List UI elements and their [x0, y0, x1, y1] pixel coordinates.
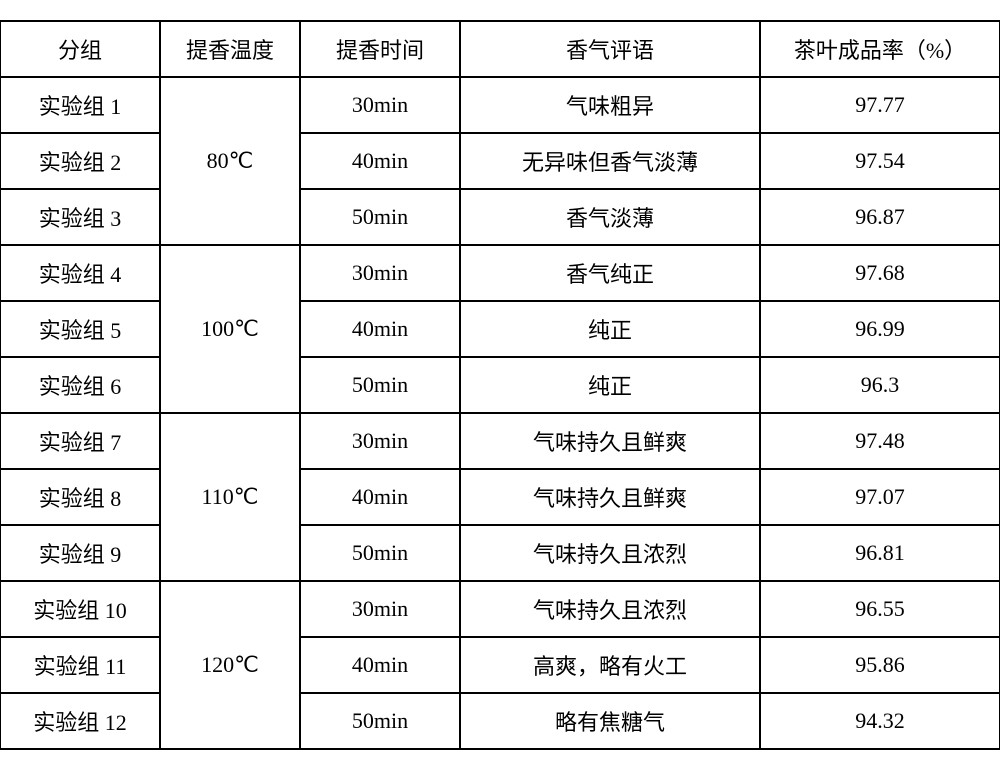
- col-header-aroma: 香气评语: [460, 21, 760, 77]
- cell-aroma: 气味粗异: [460, 77, 760, 133]
- cell-group: 实验组 8: [0, 469, 160, 525]
- cell-yield: 96.3: [760, 357, 1000, 413]
- cell-group: 实验组 4: [0, 245, 160, 301]
- cell-yield: 94.32: [760, 693, 1000, 749]
- cell-temp: 80℃: [160, 77, 300, 245]
- cell-yield: 96.55: [760, 581, 1000, 637]
- table-row: 实验组 2 40min无异味但香气淡薄97.54: [0, 133, 1000, 189]
- table-row: 实验组 5 40min纯正96.99: [0, 301, 1000, 357]
- col-header-temp: 提香温度: [160, 21, 300, 77]
- col-header-time: 提香时间: [300, 21, 460, 77]
- cell-group: 实验组 12: [0, 693, 160, 749]
- cell-temp: 110℃: [160, 413, 300, 581]
- cell-yield: 96.87: [760, 189, 1000, 245]
- cell-yield: 96.99: [760, 301, 1000, 357]
- cell-time: 40min: [300, 469, 460, 525]
- cell-yield: 96.81: [760, 525, 1000, 581]
- cell-aroma: 香气淡薄: [460, 189, 760, 245]
- cell-aroma: 高爽，略有火工: [460, 637, 760, 693]
- cell-yield: 97.77: [760, 77, 1000, 133]
- cell-temp: 100℃: [160, 245, 300, 413]
- cell-time: 30min: [300, 413, 460, 469]
- col-header-yield: 茶叶成品率（%）: [760, 21, 1000, 77]
- cell-yield: 95.86: [760, 637, 1000, 693]
- cell-time: 50min: [300, 189, 460, 245]
- cell-aroma: 气味持久且鲜爽: [460, 469, 760, 525]
- cell-time: 30min: [300, 77, 460, 133]
- cell-time: 40min: [300, 301, 460, 357]
- cell-group: 实验组 11: [0, 637, 160, 693]
- cell-group: 实验组 10: [0, 581, 160, 637]
- cell-aroma: 略有焦糖气: [460, 693, 760, 749]
- cell-group: 实验组 1: [0, 77, 160, 133]
- cell-aroma: 气味持久且浓烈: [460, 581, 760, 637]
- cell-time: 40min: [300, 133, 460, 189]
- cell-time: 50min: [300, 693, 460, 749]
- table-row: 实验组 10120℃30min气味持久且浓烈96.55: [0, 581, 1000, 637]
- cell-group: 实验组 6: [0, 357, 160, 413]
- table-body: 实验组 180℃30min气味粗异97.77实验组 240min无异味但香气淡薄…: [0, 77, 1000, 749]
- cell-time: 30min: [300, 581, 460, 637]
- cell-yield: 97.68: [760, 245, 1000, 301]
- cell-group: 实验组 9: [0, 525, 160, 581]
- cell-yield: 97.54: [760, 133, 1000, 189]
- table-row: 实验组 8 40min气味持久且鲜爽97.07: [0, 469, 1000, 525]
- cell-aroma: 无异味但香气淡薄: [460, 133, 760, 189]
- cell-aroma: 纯正: [460, 357, 760, 413]
- table-row: 实验组 180℃30min气味粗异97.77: [0, 77, 1000, 133]
- cell-time: 40min: [300, 637, 460, 693]
- table-row: 实验组 6 50min纯正96.3: [0, 357, 1000, 413]
- table-row: 实验组 4100℃30min香气纯正97.68: [0, 245, 1000, 301]
- cell-group: 实验组 5: [0, 301, 160, 357]
- cell-aroma: 香气纯正: [460, 245, 760, 301]
- table-row: 实验组 9 50min气味持久且浓烈96.81: [0, 525, 1000, 581]
- cell-temp: 120℃: [160, 581, 300, 749]
- col-header-group: 分组: [0, 21, 160, 77]
- table-row: 实验组 7110℃30min气味持久且鲜爽97.48: [0, 413, 1000, 469]
- table-row: 实验组 12 50min略有焦糖气94.32: [0, 693, 1000, 749]
- cell-time: 50min: [300, 525, 460, 581]
- cell-yield: 97.07: [760, 469, 1000, 525]
- experiment-table: 分组 提香温度 提香时间 香气评语 茶叶成品率（%） 实验组 180℃30min…: [0, 20, 1000, 750]
- table-row: 实验组 3 50min香气淡薄96.87: [0, 189, 1000, 245]
- table-row: 实验组 11 40min高爽，略有火工95.86: [0, 637, 1000, 693]
- cell-aroma: 气味持久且鲜爽: [460, 413, 760, 469]
- cell-aroma: 气味持久且浓烈: [460, 525, 760, 581]
- cell-time: 50min: [300, 357, 460, 413]
- cell-aroma: 纯正: [460, 301, 760, 357]
- cell-group: 实验组 2: [0, 133, 160, 189]
- cell-time: 30min: [300, 245, 460, 301]
- table-header-row: 分组 提香温度 提香时间 香气评语 茶叶成品率（%）: [0, 21, 1000, 77]
- cell-group: 实验组 7: [0, 413, 160, 469]
- cell-yield: 97.48: [760, 413, 1000, 469]
- cell-group: 实验组 3: [0, 189, 160, 245]
